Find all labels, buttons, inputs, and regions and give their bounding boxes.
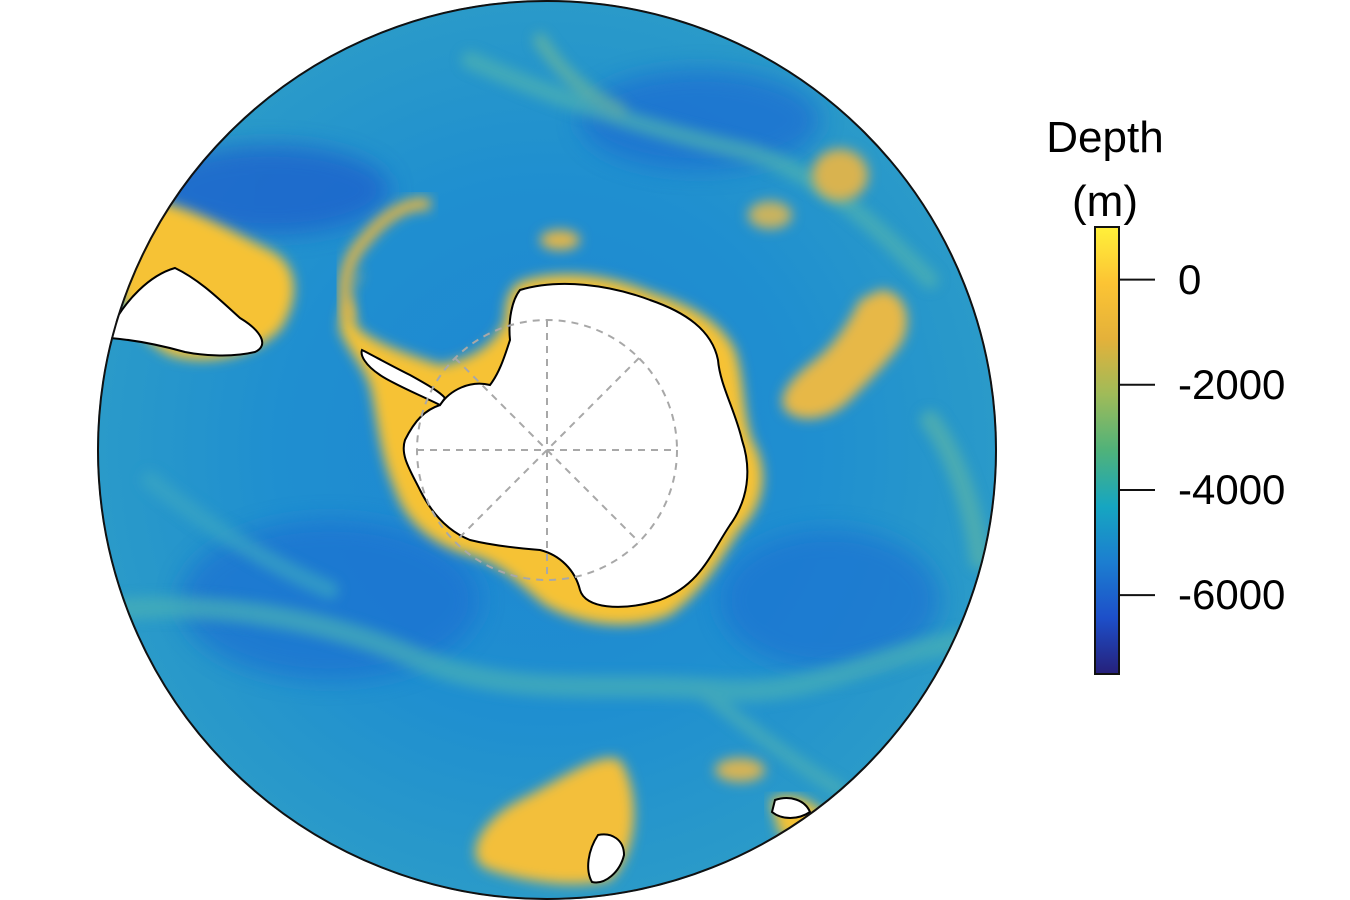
ridges bbox=[99, 33, 997, 797]
scotia-arc bbox=[339, 198, 432, 322]
rise bbox=[540, 230, 580, 250]
rise bbox=[715, 758, 765, 782]
deep-basin bbox=[150, 145, 390, 235]
south-america-land bbox=[109, 266, 264, 357]
antarctic-peninsula-land bbox=[360, 348, 447, 407]
legend-tick-label: 0 bbox=[1178, 255, 1202, 303]
ridge bbox=[99, 596, 997, 703]
legend-colorbar bbox=[1094, 226, 1120, 675]
deep-basin bbox=[720, 530, 940, 670]
antarctica-land bbox=[402, 282, 749, 608]
legend-ticks bbox=[1119, 278, 1155, 597]
ocean-disk bbox=[97, 0, 997, 900]
ridge bbox=[141, 471, 339, 599]
legend-unit: (m) bbox=[1072, 177, 1138, 226]
ridge bbox=[461, 51, 939, 289]
africa-land bbox=[770, 797, 812, 819]
deep-basin bbox=[580, 70, 820, 170]
ridge bbox=[693, 683, 847, 797]
map-border bbox=[97, 0, 997, 900]
new-zealand-land bbox=[587, 833, 626, 884]
kerguelen-plateau bbox=[782, 290, 908, 419]
ridge bbox=[533, 33, 627, 117]
legend-tick-label: -2000 bbox=[1178, 360, 1286, 408]
ridge bbox=[920, 410, 990, 570]
rise bbox=[748, 201, 792, 229]
graticule-meridian bbox=[454, 357, 640, 543]
legend-tick-label: -6000 bbox=[1178, 571, 1286, 619]
legend-tick-label: -4000 bbox=[1178, 465, 1286, 513]
legend-title: Depth bbox=[1046, 113, 1164, 162]
rise bbox=[812, 149, 868, 201]
graticule bbox=[416, 319, 678, 581]
